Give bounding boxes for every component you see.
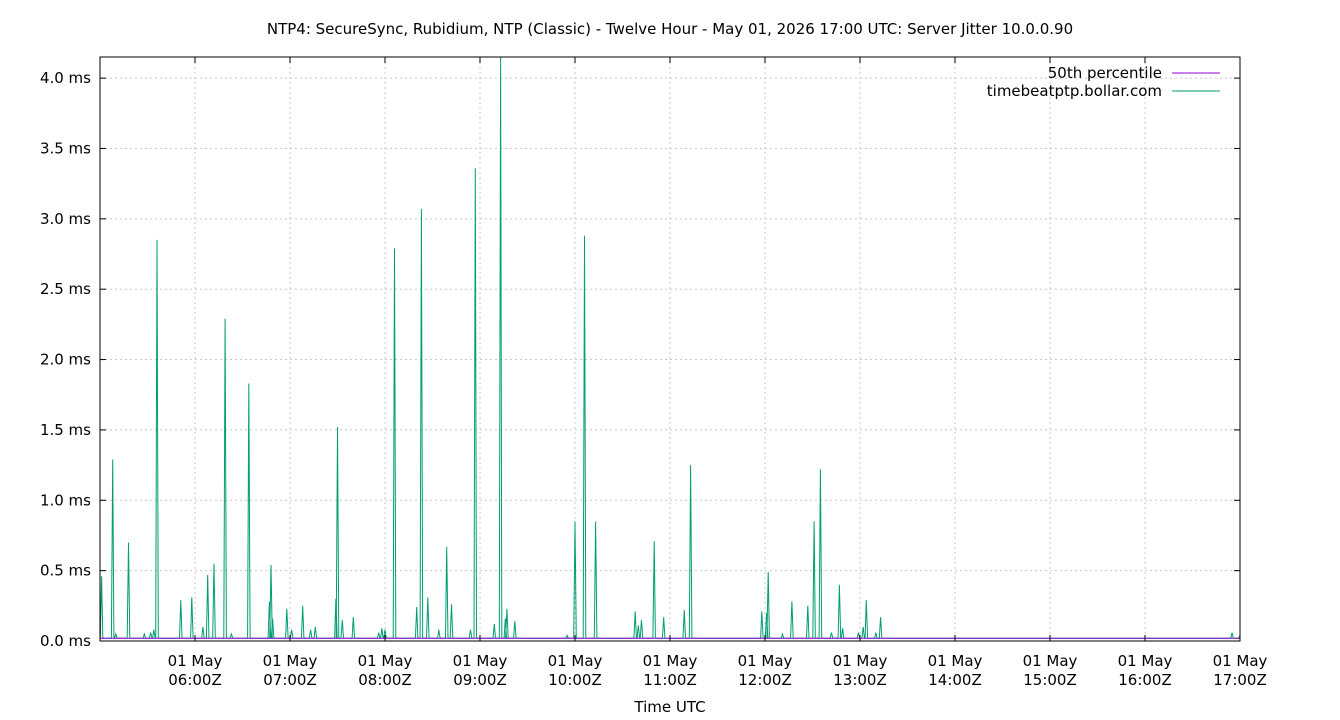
x-tick-label-date: 01 May <box>833 652 888 670</box>
y-tick-label: 2.0 ms <box>40 351 91 369</box>
x-tick-label-date: 01 May <box>928 652 983 670</box>
series-line-timebeatptp <box>100 57 1240 639</box>
y-tick-label: 0.0 ms <box>40 632 91 650</box>
x-tick-label-time: 06:00Z <box>168 671 222 689</box>
x-tick-label-date: 01 May <box>168 652 223 670</box>
y-tick-label: 1.0 ms <box>40 491 91 509</box>
grid <box>100 57 1241 641</box>
x-tick-label-date: 01 May <box>453 652 508 670</box>
x-tick-label-time: 07:00Z <box>263 671 317 689</box>
x-tick-label-date: 01 May <box>643 652 698 670</box>
legend-label: 50th percentile <box>1048 64 1162 82</box>
x-tick-label-date: 01 May <box>1213 652 1268 670</box>
series-lines <box>100 57 1240 639</box>
x-tick-label-time: 11:00Z <box>643 671 697 689</box>
chart-title: NTP4: SecureSync, Rubidium, NTP (Classic… <box>267 20 1073 38</box>
y-tick-label: 3.0 ms <box>40 210 91 228</box>
y-tick-label: 2.5 ms <box>40 280 91 298</box>
y-tick-label: 1.5 ms <box>40 421 91 439</box>
y-tick-label: 4.0 ms <box>40 69 91 87</box>
x-tick-label-date: 01 May <box>1118 652 1173 670</box>
x-tick-label-time: 08:00Z <box>358 671 412 689</box>
x-tick-label-date: 01 May <box>263 652 318 670</box>
y-tick-label: 0.5 ms <box>40 562 91 580</box>
y-tick-label: 3.5 ms <box>40 139 91 157</box>
x-tick-label-time: 09:00Z <box>453 671 507 689</box>
x-tick-label-time: 13:00Z <box>833 671 887 689</box>
legend-label: timebeatptp.bollar.com <box>987 82 1162 100</box>
x-tick-label-time: 16:00Z <box>1118 671 1172 689</box>
x-tick-label-time: 15:00Z <box>1023 671 1077 689</box>
x-tick-label-date: 01 May <box>1023 652 1078 670</box>
x-tick-label-time: 12:00Z <box>738 671 792 689</box>
x-tick-label-date: 01 May <box>548 652 603 670</box>
x-axis-label: Time UTC <box>633 698 705 716</box>
x-tick-label-date: 01 May <box>358 652 413 670</box>
y-axis: 0.0 ms 0.5 ms 1.0 ms 1.5 ms 2.0 ms 2.5 ms 3.0 … <box>40 69 1240 650</box>
x-tick-label-time: 17:00Z <box>1213 671 1267 689</box>
x-tick-label-time: 10:00Z <box>548 671 602 689</box>
x-tick-label-time: 14:00Z <box>928 671 982 689</box>
x-tick-label-date: 01 May <box>738 652 793 670</box>
